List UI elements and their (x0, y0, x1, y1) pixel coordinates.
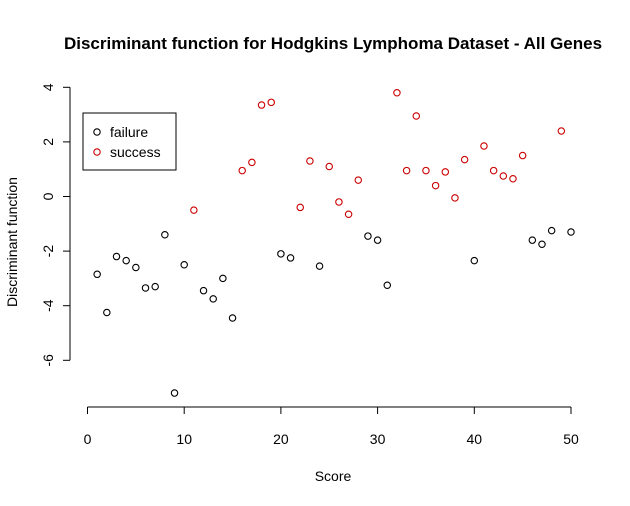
point-success (489, 166, 498, 175)
point-success (248, 158, 256, 167)
point-failure (315, 262, 324, 270)
point-failure (141, 284, 150, 292)
chart-title: Discriminant function for Hodgkins Lymph… (64, 34, 602, 53)
point-success (325, 162, 333, 171)
point-failure (161, 230, 169, 239)
point-success (441, 168, 450, 176)
data-points (93, 89, 575, 397)
point-success (412, 112, 421, 120)
x-tick-label: 20 (273, 431, 289, 447)
point-failure (151, 282, 159, 291)
point-failure (277, 250, 285, 258)
point-success (190, 206, 198, 214)
legend-box (82, 112, 177, 171)
point-failure (373, 236, 382, 244)
x-axis: 0 10 20 30 40 50 (84, 406, 579, 447)
point-success (422, 166, 430, 175)
point-failure (93, 270, 101, 279)
point-failure (103, 308, 111, 317)
x-tick-label: 30 (370, 431, 386, 447)
point-success (431, 181, 440, 190)
legend-marker-failure (93, 128, 101, 136)
x-tick-label: 40 (467, 431, 483, 447)
point-success (354, 176, 363, 184)
point-failure (470, 256, 479, 265)
point-failure (170, 389, 179, 397)
point-success (296, 203, 304, 212)
legend-marker-success (93, 148, 101, 156)
point-failure (547, 226, 556, 235)
x-axis-label: Score (315, 468, 352, 484)
point-failure (122, 256, 130, 265)
point-success (460, 155, 469, 164)
point-failure (383, 281, 392, 289)
y-tick-label: 4 (40, 83, 56, 91)
y-tick-label: -4 (40, 299, 56, 312)
x-tick-label: 50 (563, 431, 579, 447)
point-success (335, 198, 343, 206)
legend: failure success (82, 112, 177, 171)
point-success (557, 127, 566, 135)
y-tick-label: -6 (40, 354, 56, 367)
point-success (518, 151, 527, 160)
x-tick-label: 10 (176, 431, 192, 447)
y-axis-label: Discriminant function (4, 177, 20, 307)
point-failure (286, 254, 295, 262)
point-success (257, 101, 266, 109)
y-tick-label: -2 (40, 245, 56, 258)
legend-label-failure: failure (110, 124, 148, 140)
point-failure (567, 228, 575, 236)
point-failure (528, 236, 537, 244)
y-axis: -6 -4 -2 0 2 4 (40, 83, 71, 367)
point-success (451, 194, 459, 202)
point-failure (180, 260, 188, 269)
point-failure (219, 274, 227, 283)
point-success (480, 142, 488, 150)
point-success (499, 172, 508, 180)
point-success (402, 166, 411, 175)
point-failure (364, 232, 372, 240)
point-success (393, 89, 401, 97)
point-failure (209, 295, 217, 303)
y-tick-label: 0 (40, 192, 56, 200)
point-success (509, 175, 517, 183)
point-success (344, 210, 353, 218)
point-failure (538, 240, 546, 249)
point-success (306, 157, 314, 165)
point-failure (199, 286, 208, 295)
legend-label-success: success (110, 144, 161, 160)
point-success (267, 98, 275, 107)
point-failure (132, 263, 140, 272)
x-tick-label: 0 (84, 431, 92, 447)
point-failure (112, 252, 121, 261)
point-failure (228, 314, 237, 322)
point-success (238, 166, 246, 175)
y-tick-label: 2 (40, 138, 56, 146)
